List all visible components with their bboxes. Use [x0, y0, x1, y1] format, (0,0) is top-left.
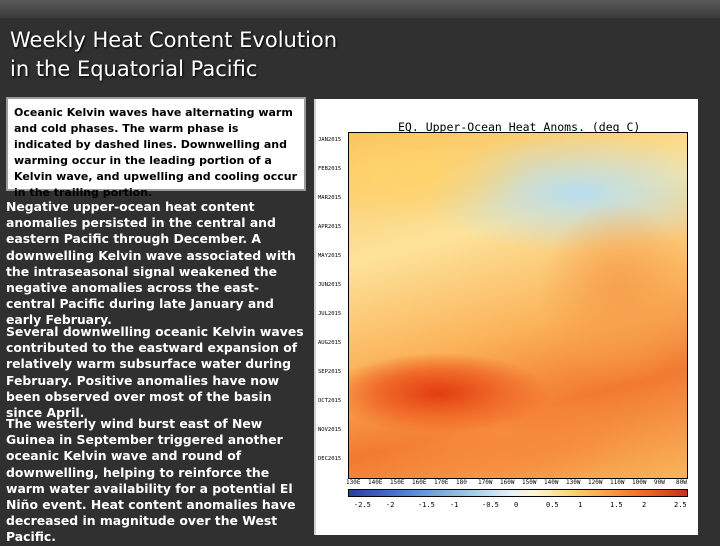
x-axis-label: 100W — [632, 479, 647, 486]
colorbar-label: 1.5 — [610, 501, 623, 509]
y-axis-label: DEC2015 — [318, 456, 342, 462]
x-axis-label: 180 — [456, 479, 467, 486]
x-axis-label: 170W — [478, 479, 493, 486]
x-axis-label: 160E — [412, 479, 427, 486]
title-line-2: in the Equatorial Pacific — [10, 57, 258, 81]
y-axis-label: MAY2015 — [318, 253, 342, 259]
x-axis-label: 130W — [566, 479, 581, 486]
hovmoller-plot — [348, 132, 688, 479]
colorbar-label: 2.5 — [674, 501, 687, 509]
y-axis-label: OCT2015 — [318, 398, 342, 404]
x-axis-label: 150W — [522, 479, 537, 486]
y-axis-label: APR2015 — [318, 224, 342, 230]
colorbar-label: -2 — [386, 501, 395, 509]
x-axis-label: 170E — [434, 479, 449, 486]
colorbar-label: 1 — [578, 501, 583, 509]
colorbar — [348, 489, 688, 497]
x-axis-label: 90W — [654, 479, 665, 486]
y-axis-label: NOV2015 — [318, 427, 342, 433]
x-axis-label: 140W — [544, 479, 559, 486]
y-axis-label: JUN2015 — [318, 282, 342, 288]
heat-anomaly-map-panel: EQ. Upper-Ocean Heat Anoms. (deg C) JAN2… — [314, 99, 698, 535]
x-axis-label: 80W — [676, 479, 687, 486]
paragraph-2: Several downwelling oceanic Kelvin waves… — [6, 324, 304, 421]
kelvin-wave-callout: Oceanic Kelvin waves have alternating wa… — [6, 97, 306, 199]
colorbar-label: -2.5 — [354, 501, 371, 509]
slide-title: Weekly Heat Content Evolution in the Equ… — [10, 26, 410, 84]
colorbar-label: 0.5 — [546, 501, 559, 509]
x-axis-label: 120W — [588, 479, 603, 486]
x-axis-label: 110W — [610, 479, 625, 486]
top-band — [0, 0, 720, 18]
colorbar-label: 0 — [514, 501, 519, 509]
colorbar-label: -1 — [450, 501, 459, 509]
colorbar-label: -0.5 — [482, 501, 499, 509]
x-axis-label: 160W — [500, 479, 515, 486]
y-axis-label: FEB2015 — [318, 166, 342, 172]
y-axis-label: AUG2015 — [318, 340, 342, 346]
colorbar-label: -1.5 — [418, 501, 435, 509]
x-axis-label: 150E — [390, 479, 405, 486]
title-line-1: Weekly Heat Content Evolution — [10, 28, 338, 52]
y-axis-label: MAR2015 — [318, 195, 342, 201]
y-axis-label: JAN2015 — [318, 137, 342, 143]
paragraph-3: The westerly wind burst east of New Guin… — [6, 416, 296, 545]
y-axis-label: SEP2015 — [318, 369, 342, 375]
paragraph-1: Negative upper-ocean heat content anomal… — [6, 199, 296, 328]
map-title: EQ. Upper-Ocean Heat Anoms. (deg C) — [398, 120, 641, 134]
y-axis-label: JUL2015 — [318, 311, 342, 317]
colorbar-label: 2 — [642, 501, 647, 509]
x-axis-label: 140E — [368, 479, 383, 486]
x-axis-label: 130E — [346, 479, 361, 486]
